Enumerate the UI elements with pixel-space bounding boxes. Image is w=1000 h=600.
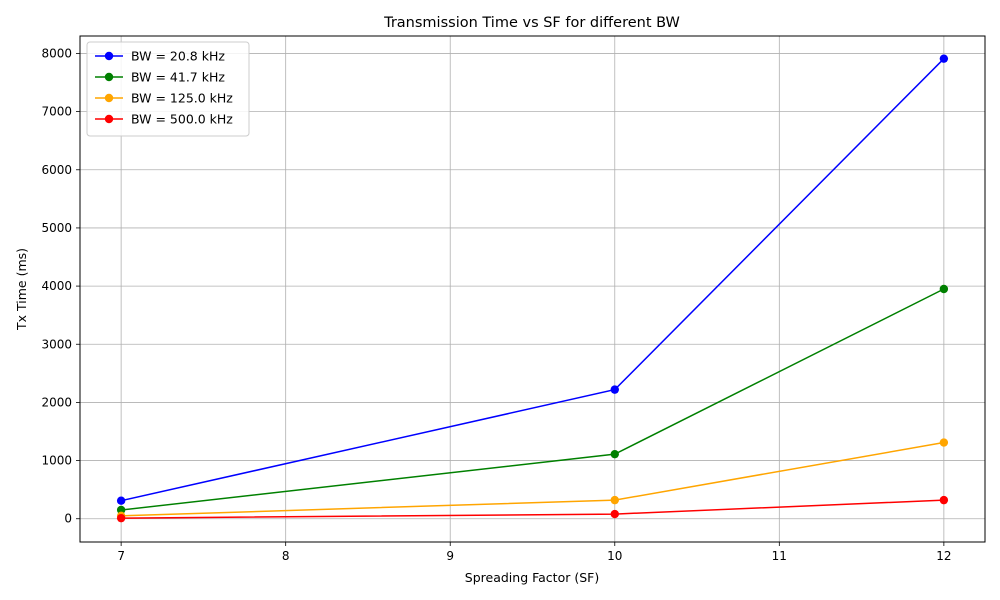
legend-swatch-marker — [104, 93, 114, 103]
y-tick-label: 8000 — [41, 46, 72, 60]
x-tick-label: 7 — [117, 549, 125, 563]
data-point — [610, 509, 619, 519]
data-point — [939, 438, 949, 447]
data-point — [116, 513, 126, 523]
legend: BW = 20.8 kHz BW = 41.7 kHz BW = 125.0 kHz… — [86, 41, 250, 137]
data-point — [610, 385, 619, 394]
series-group — [116, 54, 949, 523]
legend-entry-label: BW = 41.7 kHz — [131, 70, 225, 85]
legend-box — [86, 41, 250, 137]
data-point — [610, 449, 619, 459]
y-axis-label: Tx Time (ms) — [14, 248, 29, 331]
data-point — [116, 505, 126, 515]
legend-entry-label: BW = 500.0 kHz — [131, 112, 233, 127]
x-tick-label: 9 — [446, 549, 454, 563]
y-tick-label: 6000 — [41, 163, 72, 177]
x-tick-label: 8 — [282, 549, 290, 563]
x-tick-label: 11 — [772, 549, 787, 563]
x-tick-label: 12 — [936, 549, 951, 563]
legend-swatch-marker — [104, 51, 114, 61]
legend-entry-label: BW = 20.8 kHz — [131, 49, 225, 64]
y-tick-label: 0 — [64, 512, 72, 526]
plot-frame — [79, 35, 986, 543]
x-axis-label: Spreading Factor (SF) — [465, 570, 599, 585]
series-line-1 — [121, 288, 945, 511]
data-point — [939, 284, 949, 294]
y-tick-label: 2000 — [41, 395, 72, 409]
data-point — [939, 54, 949, 63]
data-point — [610, 495, 619, 505]
chart-title: Transmission Time vs SF for different BW — [383, 15, 680, 31]
y-axis-ticks: 0 1000 2000 3000 4000 5000 6000 7000 8000 — [41, 46, 80, 526]
legend-swatch-marker — [104, 72, 114, 82]
x-axis-ticks: 7 8 9 10 11 12 — [117, 542, 952, 563]
x-tick-label: 10 — [607, 549, 622, 563]
y-tick-label: 5000 — [41, 221, 72, 235]
y-tick-label: 7000 — [41, 105, 72, 119]
y-tick-label: 1000 — [41, 454, 72, 468]
data-point — [116, 496, 126, 505]
y-tick-label: 4000 — [41, 279, 72, 293]
y-tick-label: 3000 — [41, 337, 72, 351]
legend-swatch-marker — [104, 114, 114, 124]
legend-entry-label: BW = 125.0 kHz — [131, 91, 233, 106]
data-point — [939, 495, 949, 505]
